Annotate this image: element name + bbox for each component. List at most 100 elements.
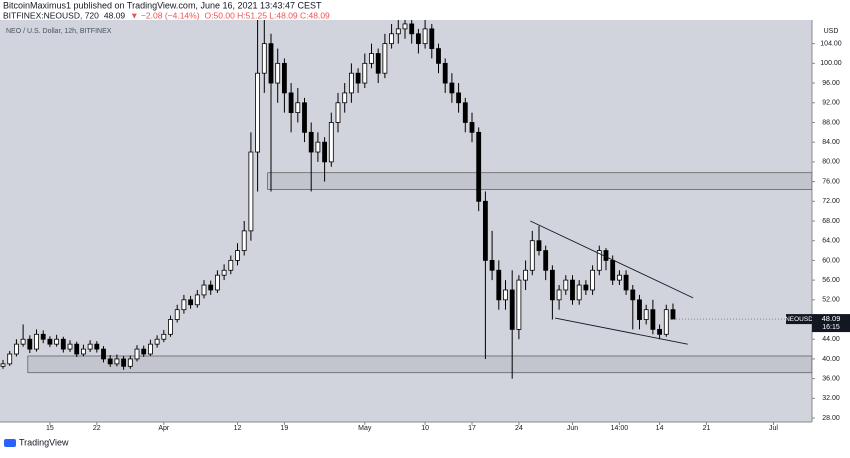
candle-body: [81, 348, 86, 355]
chart-subtitle: NEO / U.S. Dollar, 12h, BITFINEX: [6, 28, 112, 35]
candle-body: [174, 309, 180, 320]
y-tick-label: 44.00: [822, 336, 840, 343]
candle-body: [235, 250, 240, 261]
footer-text: TradingView: [19, 437, 69, 447]
candle-body: [87, 343, 93, 350]
candle-body: [643, 309, 649, 320]
x-tick-label: 14:00: [611, 425, 629, 432]
candle-body: [556, 289, 562, 301]
candle-body: [214, 274, 220, 291]
x-tick-label: Jul: [769, 425, 778, 432]
trend-line: [530, 220, 694, 299]
support-zone: [27, 355, 812, 374]
footer-logo: TradingView: [4, 437, 69, 447]
y-tick-label: 68.00: [822, 218, 840, 225]
currency-label: USD: [824, 28, 839, 35]
candle-body: [449, 82, 455, 94]
candle-body: [610, 260, 616, 281]
candle-body: [650, 309, 656, 330]
candle-body: [590, 269, 595, 291]
candle-body: [422, 28, 428, 45]
y-tick-label: 64.00: [822, 238, 840, 245]
y-tick-label: 52.00: [822, 297, 840, 304]
header-change: ▼ −2.08 (−4.14%): [130, 10, 200, 20]
candle-body: [221, 269, 227, 276]
candle-body: [529, 240, 535, 271]
candle-body: [362, 62, 368, 84]
candle-body: [275, 62, 281, 84]
candle-body: [147, 343, 153, 355]
x-tick-label: 12: [234, 425, 242, 432]
candle-body: [489, 260, 495, 271]
y-tick-label: 84.00: [822, 139, 840, 146]
candle-body: [375, 53, 381, 74]
candle-body: [342, 92, 348, 104]
candle-body: [40, 333, 46, 340]
candle-body: [281, 62, 287, 94]
candle-body: [208, 284, 214, 291]
symbol-tag: NEOUSD: [785, 316, 813, 323]
candle-body: [657, 328, 662, 335]
candle-body: [563, 279, 569, 291]
candle-body: [623, 274, 629, 291]
candle-body: [355, 72, 361, 84]
candle-body: [456, 92, 462, 104]
candle-body: [20, 338, 26, 345]
symbol-tag-bg: [786, 314, 812, 325]
trend-line: [554, 317, 688, 345]
x-tick-label: May: [358, 425, 372, 432]
candle-body: [168, 319, 173, 335]
candle-body: [27, 338, 33, 350]
candle-body: [469, 122, 475, 133]
candle-body: [141, 348, 147, 355]
candle-body: [630, 289, 636, 301]
plot: [0, 20, 812, 379]
candle-body: [382, 43, 388, 74]
candle-body: [107, 358, 113, 365]
candle-body: [516, 279, 522, 330]
candle-body: [415, 33, 421, 45]
y-tick-label: 40.00: [822, 356, 840, 363]
candle-body: [114, 358, 120, 365]
candle-body: [328, 122, 334, 163]
candle-body: [154, 338, 160, 345]
candle-body: [94, 343, 100, 350]
candle-body: [7, 353, 13, 365]
candle-body: [549, 269, 555, 301]
candle-body: [255, 72, 261, 153]
y-tick-label: 88.00: [822, 119, 840, 126]
y-tick-label: 104.00: [820, 40, 842, 47]
candle-body: [127, 358, 133, 367]
x-tick-label: 15: [46, 425, 54, 432]
candle-body: [395, 28, 401, 35]
candle-body: [34, 333, 39, 350]
candle-body: [429, 28, 435, 49]
candle-body: [315, 141, 321, 153]
candle-body: [570, 279, 575, 301]
candle-body: [536, 240, 542, 251]
x-tick-label: 14: [656, 425, 664, 432]
y-tick-label: 28.00: [822, 415, 840, 422]
candle-body: [462, 102, 468, 123]
candle-body: [663, 309, 669, 335]
candle-body: [409, 23, 415, 35]
candle-body: [503, 289, 508, 301]
candle-body: [348, 72, 354, 94]
price-tag-value: 48.09: [822, 314, 841, 323]
x-tick-label: 17: [468, 425, 476, 432]
y-tick-label: 36.00: [822, 375, 840, 382]
candle-body: [543, 250, 549, 271]
candle-body: [389, 33, 395, 45]
candle-body: [603, 250, 609, 261]
candle-body: [523, 269, 528, 281]
candle-body: [637, 299, 642, 320]
y-tick-label: 72.00: [822, 198, 840, 205]
candle-body: [74, 343, 80, 355]
y-tick-label: 92.00: [822, 100, 840, 107]
y-tick-label: 80.00: [822, 159, 840, 166]
candle-body: [596, 250, 602, 271]
candle-body: [670, 309, 676, 320]
candle-body: [228, 260, 234, 271]
candle-body: [308, 131, 314, 153]
